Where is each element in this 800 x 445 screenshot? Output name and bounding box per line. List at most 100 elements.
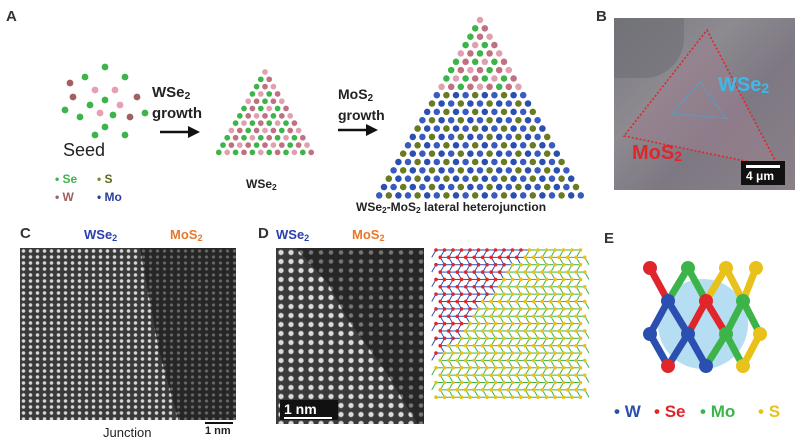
lattice-atom bbox=[531, 388, 536, 392]
lattice-atom bbox=[510, 125, 517, 132]
lattice-atom bbox=[459, 336, 464, 341]
lattice-atom bbox=[506, 388, 511, 392]
lattice-atom bbox=[451, 262, 455, 267]
lattice-atom bbox=[283, 149, 289, 156]
lattice-atom bbox=[519, 395, 523, 400]
lattice-atom bbox=[438, 285, 443, 289]
lattice-atom bbox=[308, 149, 315, 156]
lattice-atom bbox=[540, 255, 545, 260]
lattice-atom bbox=[257, 134, 264, 141]
lattice-atom bbox=[249, 134, 256, 141]
lattice-atom bbox=[462, 41, 469, 49]
lattice-atom bbox=[514, 314, 519, 319]
lattice-atom bbox=[236, 112, 243, 119]
lattice-atom bbox=[468, 351, 472, 355]
lattice-atom bbox=[491, 58, 498, 66]
lattice-atom bbox=[428, 183, 436, 191]
se-dot-icon: • bbox=[55, 172, 60, 186]
lattice-atom bbox=[481, 91, 489, 99]
lattice-atom bbox=[423, 175, 431, 182]
step1-label: WSe2 growth bbox=[152, 84, 202, 122]
lattice-atom bbox=[500, 91, 508, 99]
lattice-atom bbox=[536, 292, 540, 296]
lattice-atom bbox=[540, 388, 545, 392]
lattice-atom bbox=[544, 292, 549, 296]
lattice-atom bbox=[553, 395, 557, 400]
lattice-atom bbox=[544, 321, 549, 326]
lattice-atom bbox=[224, 149, 231, 156]
lattice-atom bbox=[442, 365, 447, 370]
lattice-atom bbox=[462, 125, 469, 132]
lattice-atom bbox=[404, 192, 412, 199]
lattice-atom bbox=[553, 183, 561, 191]
mo-dot-icon: • bbox=[97, 190, 102, 204]
lattice-atom bbox=[486, 133, 493, 141]
lattice-atom bbox=[531, 255, 536, 260]
lattice-atom bbox=[539, 125, 546, 132]
lattice-atom bbox=[485, 292, 489, 296]
lattice-atom bbox=[540, 299, 545, 304]
lattice-atom bbox=[481, 58, 489, 66]
lattice-atom bbox=[491, 91, 498, 99]
lattice-atom bbox=[570, 365, 574, 370]
lattice-atom bbox=[548, 175, 556, 182]
lattice-atom bbox=[249, 105, 256, 112]
lattice-atom bbox=[534, 116, 541, 124]
lattice-atom bbox=[471, 125, 479, 132]
seed-atom bbox=[81, 73, 89, 81]
lattice-atom bbox=[215, 149, 222, 156]
lattice-atom bbox=[481, 142, 489, 149]
lattice-atom bbox=[578, 351, 583, 355]
panel-b-label: B bbox=[596, 8, 607, 25]
lattice-atom bbox=[457, 100, 465, 107]
lattice-atom bbox=[409, 183, 417, 191]
lattice-atom bbox=[476, 248, 481, 252]
lattice-atom bbox=[245, 112, 252, 119]
lattice-atom bbox=[506, 270, 511, 274]
lattice-atom bbox=[481, 41, 489, 49]
lattice-atom bbox=[472, 329, 477, 333]
lattice-atom bbox=[500, 58, 508, 66]
lattice-atom bbox=[570, 277, 574, 282]
lattice-atom bbox=[515, 83, 522, 91]
lattice-atom bbox=[506, 358, 511, 363]
lattice-atom bbox=[497, 299, 502, 304]
lattice-atom bbox=[299, 149, 306, 156]
lattice-atom bbox=[236, 142, 243, 148]
lattice-atom bbox=[489, 270, 494, 274]
lattice-atom bbox=[582, 358, 587, 363]
lattice-atom bbox=[455, 388, 460, 392]
lattice-atom bbox=[438, 388, 443, 392]
lattice-atom bbox=[266, 91, 273, 97]
lattice-atom bbox=[529, 175, 537, 182]
lattice-atom bbox=[455, 299, 460, 304]
model-atom bbox=[699, 359, 713, 373]
lattice-atom bbox=[467, 100, 474, 107]
lattice-atom bbox=[270, 98, 277, 105]
lattice-atom bbox=[249, 91, 256, 97]
lattice-atom bbox=[467, 167, 474, 174]
lattice-atom bbox=[529, 192, 537, 199]
lattice-atom bbox=[481, 125, 489, 132]
lattice-atom bbox=[495, 183, 503, 191]
lattice-atom bbox=[505, 116, 513, 124]
lattice-atom bbox=[523, 299, 528, 304]
lattice-atom bbox=[457, 150, 465, 157]
lattice-atom bbox=[253, 83, 260, 90]
lattice-atom bbox=[395, 192, 402, 199]
lattice-atom bbox=[485, 351, 489, 355]
lattice-atom bbox=[534, 133, 541, 141]
lattice-atom bbox=[414, 192, 421, 199]
lattice-atom bbox=[462, 58, 469, 66]
lattice-atom bbox=[582, 343, 587, 348]
lattice-atom bbox=[463, 314, 468, 319]
lattice-atom bbox=[523, 255, 528, 260]
lattice-atom bbox=[291, 120, 298, 127]
lattice-atom bbox=[455, 314, 460, 319]
lattice-atom bbox=[457, 167, 465, 174]
lattice-atom bbox=[540, 285, 545, 289]
lattice-atom bbox=[257, 76, 264, 83]
lattice-atom bbox=[531, 285, 536, 289]
lattice-atom bbox=[514, 388, 519, 392]
lattice-atom bbox=[500, 108, 508, 116]
